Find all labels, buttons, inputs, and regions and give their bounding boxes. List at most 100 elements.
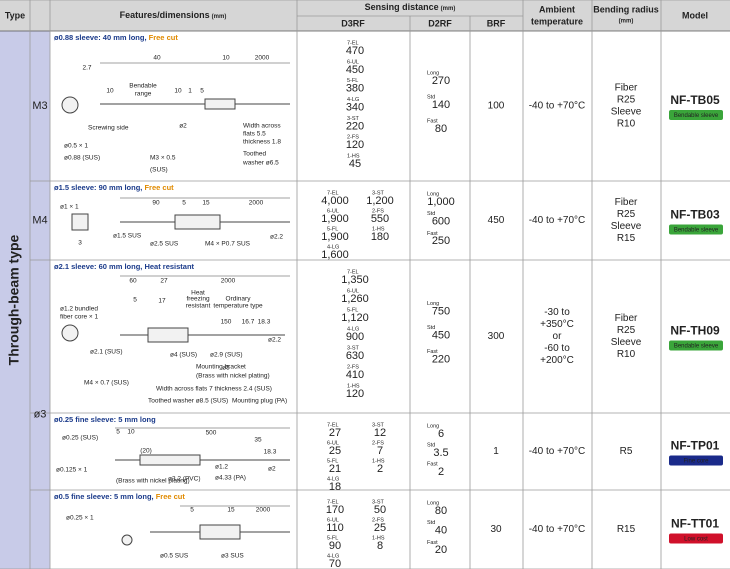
dimension-label: Ordinary	[226, 296, 252, 303]
sensing-value: 50	[374, 504, 386, 516]
sensing-value: 80	[435, 123, 447, 135]
dimension-label: 2000	[221, 278, 236, 285]
model-badge	[669, 455, 723, 466]
ambient-text: +350°C	[540, 319, 574, 330]
bending-text: Fiber	[615, 197, 638, 208]
diagram-shape	[61, 324, 79, 342]
dimension-label: 18.3	[264, 449, 277, 456]
dimension-label: range	[135, 91, 152, 98]
dimension-label: ø4 (SUS)	[170, 352, 197, 359]
dimension-label: 5	[190, 507, 194, 514]
sensing-value: 25	[329, 445, 341, 457]
header-brf: BRF	[487, 18, 506, 28]
mode-label: 3-ST	[372, 499, 385, 505]
mode-label: 5-FL	[347, 307, 358, 313]
sensing-value: 450	[432, 329, 450, 341]
dimension-label: ø2.2	[270, 234, 283, 241]
dimension-label: 5	[116, 429, 120, 436]
ambient-text: or	[553, 331, 563, 342]
sensing-value: 25	[374, 522, 386, 534]
dimension-label: (Brass with nickel plating)	[116, 478, 190, 485]
dimension-label: ø0.125 × 1	[56, 467, 88, 474]
sleeve-text: ø2.1 sleeve: 60 mm long, Heat resistant	[54, 262, 195, 271]
model-badge	[669, 533, 723, 544]
sensing-value: 3.5	[433, 447, 448, 459]
brf-value: 300	[488, 331, 505, 342]
model-badge-text: Bendable sleeve	[674, 344, 719, 350]
ambient-text: -30 to	[544, 307, 570, 318]
mode-label: Long	[427, 191, 439, 197]
sensing-value: 410	[346, 369, 364, 381]
mode-label: 2-FS	[372, 208, 384, 214]
dimension-label: resistant	[186, 303, 211, 310]
dimension-label: 150	[221, 319, 232, 326]
mode-label: 1-HS	[347, 383, 360, 389]
mode-label: 4-LG	[327, 553, 339, 559]
mode-label: Std	[427, 211, 435, 217]
model-badge	[669, 110, 723, 120]
model-badge-text: Low cost	[684, 537, 708, 543]
mode-label: 4-LG	[347, 326, 359, 332]
bending-text: Sleeve	[611, 107, 642, 118]
diagram-shape	[174, 214, 221, 230]
sensing-value: 180	[371, 231, 389, 243]
mode-label: 7-EL	[347, 40, 359, 46]
sensing-value: 600	[432, 216, 450, 228]
dimension-label: Toothed	[243, 151, 267, 158]
dimension-label: 18.3	[258, 319, 271, 326]
dimension-label: Bendable	[129, 83, 157, 90]
sensing-value: 550	[371, 213, 389, 225]
header-ambient: Ambient	[539, 4, 575, 14]
model-name: NF-TH09	[670, 324, 720, 338]
mode-label: Std	[427, 325, 435, 331]
mode-label: 1-HS	[372, 458, 385, 464]
header-sensing-text: Sensing distance	[365, 2, 439, 12]
diagram-shape	[139, 454, 201, 466]
sleeve-tag: Free cut	[149, 33, 179, 42]
mode-label: Fast	[427, 461, 438, 467]
sleeve-text: ø0.25 fine sleeve: 5 mm long	[54, 415, 156, 424]
mode-label: Std	[427, 442, 435, 448]
dimension-label: 60	[129, 278, 137, 285]
dimension-label: temperature type	[213, 303, 263, 310]
sensing-value: 2	[438, 466, 444, 478]
mode-label: 7-EL	[327, 422, 339, 428]
dimension-label: ø2.2	[268, 337, 281, 344]
sensing-value: 900	[346, 331, 364, 343]
sensing-value: 6	[438, 428, 444, 440]
mode-label: Fast	[427, 231, 438, 237]
ambient-text: -40 to +70°C	[529, 215, 586, 226]
mode-label: Long	[427, 500, 439, 506]
dimension-label: M4 × 0.7 (SUS)	[84, 380, 129, 387]
dimension-label: 10	[106, 88, 114, 95]
dimension-label: ø0.5 SUS	[160, 553, 189, 560]
sensing-value: 1,120	[341, 312, 369, 324]
sensing-value: 120	[346, 388, 364, 400]
mode-label: 7-EL	[347, 269, 359, 275]
group-label: Through-beam type	[6, 234, 22, 365]
dimension-label: 15	[227, 507, 235, 514]
bending-text: R25	[617, 95, 636, 106]
dimension-label: ø0.88 (SUS)	[64, 155, 100, 162]
header-d2rf: D2RF	[428, 18, 452, 28]
dimension-label: (SUS)	[150, 167, 168, 174]
header-type: Type	[5, 10, 25, 20]
dimension-label: ø4.33 (PA)	[215, 475, 246, 482]
header-features: Features/dimensions (mm)	[120, 10, 227, 20]
sensing-value: 1,260	[341, 293, 369, 305]
dimension-label: 10	[127, 429, 135, 436]
dimension-label: ø2.5 SUS	[150, 241, 179, 248]
sensing-value: 220	[432, 353, 450, 365]
dimension-label: (Brass with nickel plating)	[196, 373, 270, 380]
sensing-value: 12	[374, 427, 386, 439]
model-badge	[669, 340, 723, 351]
mode-label: Long	[427, 70, 439, 76]
brf-value: 1	[493, 446, 499, 457]
model-name: NF-TT01	[671, 517, 719, 531]
sleeve-title: ø2.1 sleeve: 60 mm long, Heat resistant	[54, 262, 195, 271]
sensing-value: 27	[329, 427, 341, 439]
dimension-label: flats 5.5	[243, 131, 266, 138]
dimension-label: M4 × P0.7 SUS	[205, 241, 251, 248]
sensing-value: 1,900	[321, 213, 349, 225]
header-model: Model	[682, 10, 708, 20]
